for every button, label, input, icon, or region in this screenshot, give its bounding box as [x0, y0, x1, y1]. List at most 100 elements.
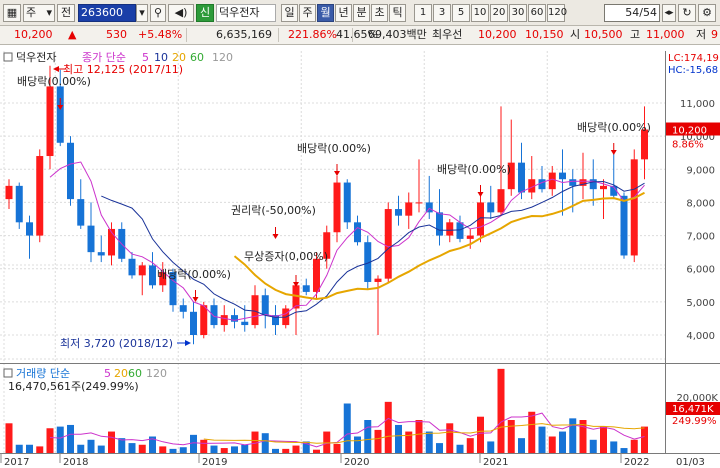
- candle-body: [272, 315, 279, 326]
- legend-checkbox[interactable]: [3, 52, 13, 62]
- candle-body: [630, 159, 638, 256]
- interval-tab-1[interactable]: 1: [414, 4, 432, 22]
- volume-bar: [231, 446, 238, 453]
- interval-tab-120[interactable]: 120: [547, 4, 567, 22]
- dividend-label-2: 배당락(0.00%): [157, 268, 231, 281]
- candle-body: [354, 222, 361, 243]
- dividend-arrow-5-head: [610, 150, 617, 155]
- refresh-button[interactable]: ↻: [678, 4, 696, 22]
- settings-button[interactable]: ⚙: [698, 4, 716, 22]
- dividend-label-5: 배당락(0.00%): [577, 121, 651, 134]
- period-tab-3[interactable]: 년: [335, 4, 352, 22]
- code-dropdown-button[interactable]: ▾: [136, 4, 148, 22]
- volume-bar: [5, 423, 13, 453]
- candle-body: [46, 86, 54, 157]
- volume-bar: [477, 416, 484, 453]
- volume-ratio: 221.86%: [288, 28, 337, 41]
- dividend-arrow-4-head: [477, 192, 484, 197]
- view-button[interactable]: 전: [57, 4, 75, 22]
- period-tab-4[interactable]: 분: [353, 4, 370, 22]
- candle-body: [589, 179, 597, 190]
- period-tab-0[interactable]: 일: [281, 4, 298, 22]
- x-axis-date: 01/03: [676, 457, 705, 468]
- interval-tab-60[interactable]: 60: [528, 4, 546, 22]
- dividend-arrow-2-head: [192, 297, 199, 302]
- axes: 11,000 10,000 9,000 8,000 7,000 6,000 5,000 4,0…: [0, 99, 720, 468]
- volume-bar: [497, 368, 505, 453]
- current-price: 10,200: [14, 28, 53, 41]
- page-indicator[interactable]: 54/54: [604, 4, 660, 22]
- volume-bar: [159, 446, 167, 453]
- period-tab-6[interactable]: 틱: [389, 4, 406, 22]
- candle-body: [415, 202, 423, 204]
- candle-body: [333, 182, 341, 233]
- period-tab-2[interactable]: 월: [317, 4, 334, 22]
- volume-bar: [97, 445, 105, 453]
- interval-tab-10[interactable]: 10: [471, 4, 489, 22]
- up-arrow-icon: ▲: [68, 28, 77, 41]
- vol-tag-pct: 249.99%: [672, 416, 717, 427]
- candle-body: [149, 265, 156, 286]
- candle-body: [384, 209, 392, 279]
- volume-bar: [128, 443, 136, 453]
- interval-tab-20[interactable]: 20: [490, 4, 508, 22]
- volume-bar: [56, 426, 64, 453]
- candle-body: [343, 182, 351, 223]
- interval-tab-5[interactable]: 5: [452, 4, 470, 22]
- grid-menu-button[interactable]: ▦: [3, 4, 21, 22]
- volume-bar: [67, 424, 74, 453]
- legend-ma20: 20: [172, 51, 186, 64]
- candle-body: [528, 179, 536, 193]
- candle-body: [610, 185, 618, 196]
- candle-body: [313, 258, 320, 292]
- candle-body: [87, 225, 95, 253]
- candle-body: [600, 185, 607, 190]
- volume-bar: [395, 424, 402, 453]
- volume-bar: [384, 401, 392, 453]
- chart-grid: [0, 51, 665, 453]
- bonus-arrow-head: [293, 282, 299, 287]
- vol-legend-label: 거래량 단순: [16, 367, 70, 380]
- period-tab-1[interactable]: 주: [299, 4, 316, 22]
- stock-name: 덕우전자: [216, 4, 276, 22]
- price-tag-pct: 8.86%: [672, 140, 704, 151]
- volume-bar: [620, 448, 628, 453]
- price-tag-label: 10,200: [672, 126, 707, 137]
- candle-body: [292, 285, 300, 309]
- candle-body: [364, 242, 372, 282]
- x-axis-label: 2019: [202, 457, 227, 468]
- candle-body: [620, 195, 628, 256]
- market-select[interactable]: 주 ▾: [23, 4, 55, 22]
- volume-bar: [272, 448, 279, 453]
- interval-tab-3[interactable]: 3: [433, 4, 451, 22]
- refresh-icon: ↻: [682, 6, 692, 19]
- price-change-pct: +5.48%: [138, 28, 183, 41]
- stock-code-input[interactable]: 263600: [78, 4, 136, 22]
- volume-bar: [528, 411, 536, 453]
- stock-chart[interactable]: 최고 12,125 (2017/11)배당락(0.00%)배당락(0.00%)권…: [0, 45, 720, 468]
- volume-bar: [261, 433, 269, 453]
- vol-legend-checkbox[interactable]: [3, 368, 13, 378]
- search-button[interactable]: ⚲: [150, 4, 166, 22]
- period-tab-5[interactable]: 초: [371, 4, 388, 22]
- candle-body: [67, 142, 74, 200]
- legend-ma120: 120: [212, 51, 233, 64]
- candle-body: [56, 86, 64, 143]
- low-price: 9: [711, 28, 718, 41]
- page-stepper[interactable]: ◂▸: [662, 4, 676, 22]
- volume-bar: [579, 420, 587, 453]
- volume-bar: [220, 448, 228, 453]
- volume-value: 6,635,169: [216, 28, 272, 41]
- volume-bar: [425, 431, 433, 453]
- lc-value: LC:174,19: [668, 53, 719, 64]
- interval-tab-30[interactable]: 30: [509, 4, 527, 22]
- high-arrow-icon: [53, 66, 59, 72]
- candle-body: [569, 179, 577, 186]
- volume-bar: [600, 426, 607, 453]
- sound-button[interactable]: ◀): [168, 4, 194, 22]
- x-axis-label: 2020: [344, 457, 369, 468]
- candle-body: [507, 162, 515, 190]
- price-change: 530: [106, 28, 127, 41]
- volume-bar: [487, 441, 495, 453]
- volume-bar: [190, 434, 197, 453]
